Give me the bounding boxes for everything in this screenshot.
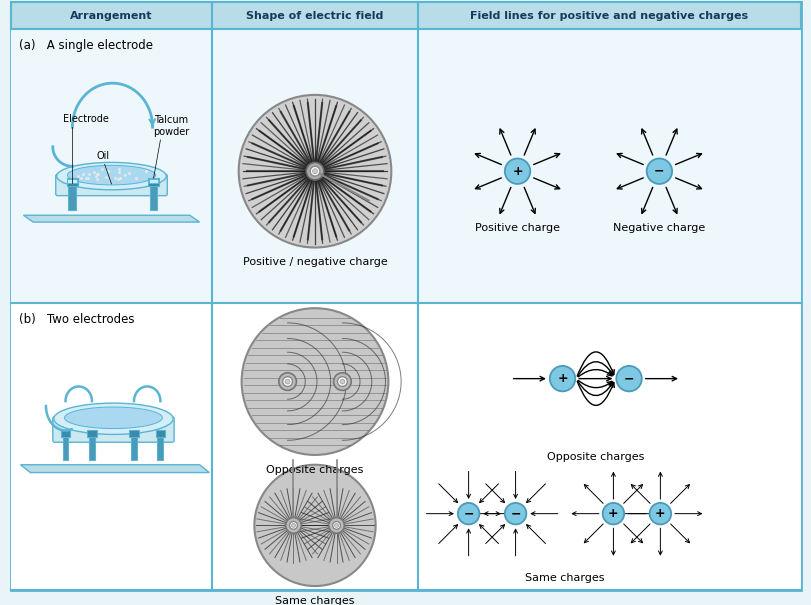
Circle shape — [285, 517, 301, 533]
Bar — [61, 431, 71, 437]
Text: Talcum
powder: Talcum powder — [153, 116, 190, 137]
Circle shape — [334, 523, 338, 528]
Text: −: − — [623, 372, 633, 385]
Bar — [11, 30, 800, 303]
Bar — [11, 2, 800, 30]
Text: +: + — [556, 372, 567, 385]
Circle shape — [312, 169, 317, 174]
Bar — [67, 178, 78, 186]
Circle shape — [504, 503, 526, 525]
Bar — [129, 431, 139, 437]
Text: (a)   A single electrode: (a) A single electrode — [19, 39, 152, 52]
Text: Positive / negative charge: Positive / negative charge — [242, 257, 387, 267]
Text: Positive charge: Positive charge — [474, 223, 560, 233]
Text: Electrode: Electrode — [62, 114, 109, 124]
Circle shape — [602, 503, 624, 525]
Bar — [62, 436, 68, 460]
Text: +: + — [512, 165, 522, 178]
Circle shape — [616, 366, 641, 391]
Ellipse shape — [64, 407, 162, 428]
Circle shape — [340, 379, 345, 384]
Bar — [156, 431, 165, 437]
Circle shape — [290, 522, 297, 529]
Circle shape — [504, 159, 530, 184]
Bar — [89, 436, 95, 460]
Text: Field lines for positive and negative charges: Field lines for positive and negative ch… — [470, 11, 748, 21]
Bar — [148, 179, 158, 183]
Text: Oil: Oil — [97, 151, 109, 162]
Circle shape — [549, 366, 574, 391]
Bar — [68, 183, 76, 211]
Polygon shape — [20, 465, 209, 473]
Circle shape — [306, 162, 324, 180]
Text: Opposite charges: Opposite charges — [266, 465, 363, 475]
Bar — [148, 178, 159, 186]
Bar — [87, 431, 97, 437]
Circle shape — [242, 308, 388, 455]
Text: −: − — [463, 507, 474, 520]
Bar — [67, 179, 77, 183]
Circle shape — [291, 523, 295, 528]
Circle shape — [282, 377, 292, 387]
Circle shape — [333, 522, 340, 529]
Text: (b)   Two electrodes: (b) Two electrodes — [19, 313, 134, 326]
Text: Opposite charges: Opposite charges — [547, 452, 644, 462]
Bar — [149, 183, 157, 211]
Circle shape — [310, 166, 320, 176]
Bar — [11, 303, 800, 590]
Circle shape — [238, 95, 391, 247]
Bar — [157, 436, 163, 460]
Circle shape — [254, 465, 375, 586]
Text: −: − — [654, 165, 664, 178]
Text: Same charges: Same charges — [524, 574, 603, 583]
Text: Negative charge: Negative charge — [612, 223, 705, 233]
Ellipse shape — [54, 403, 173, 434]
Circle shape — [333, 373, 351, 390]
Bar — [131, 436, 137, 460]
Circle shape — [285, 379, 290, 384]
Ellipse shape — [67, 165, 156, 185]
Text: Same charges: Same charges — [275, 596, 354, 605]
Circle shape — [337, 377, 347, 387]
Text: Shape of electric field: Shape of electric field — [246, 11, 384, 21]
Polygon shape — [24, 215, 200, 222]
Circle shape — [278, 373, 296, 390]
Circle shape — [328, 517, 344, 533]
FancyBboxPatch shape — [53, 417, 174, 442]
FancyBboxPatch shape — [56, 174, 167, 195]
Text: +: + — [654, 507, 665, 520]
Circle shape — [457, 503, 478, 525]
Circle shape — [649, 503, 671, 525]
Text: −: − — [509, 507, 520, 520]
Text: Arrangement: Arrangement — [71, 11, 152, 21]
Ellipse shape — [57, 162, 166, 190]
Text: +: + — [607, 507, 618, 520]
Circle shape — [646, 159, 672, 184]
